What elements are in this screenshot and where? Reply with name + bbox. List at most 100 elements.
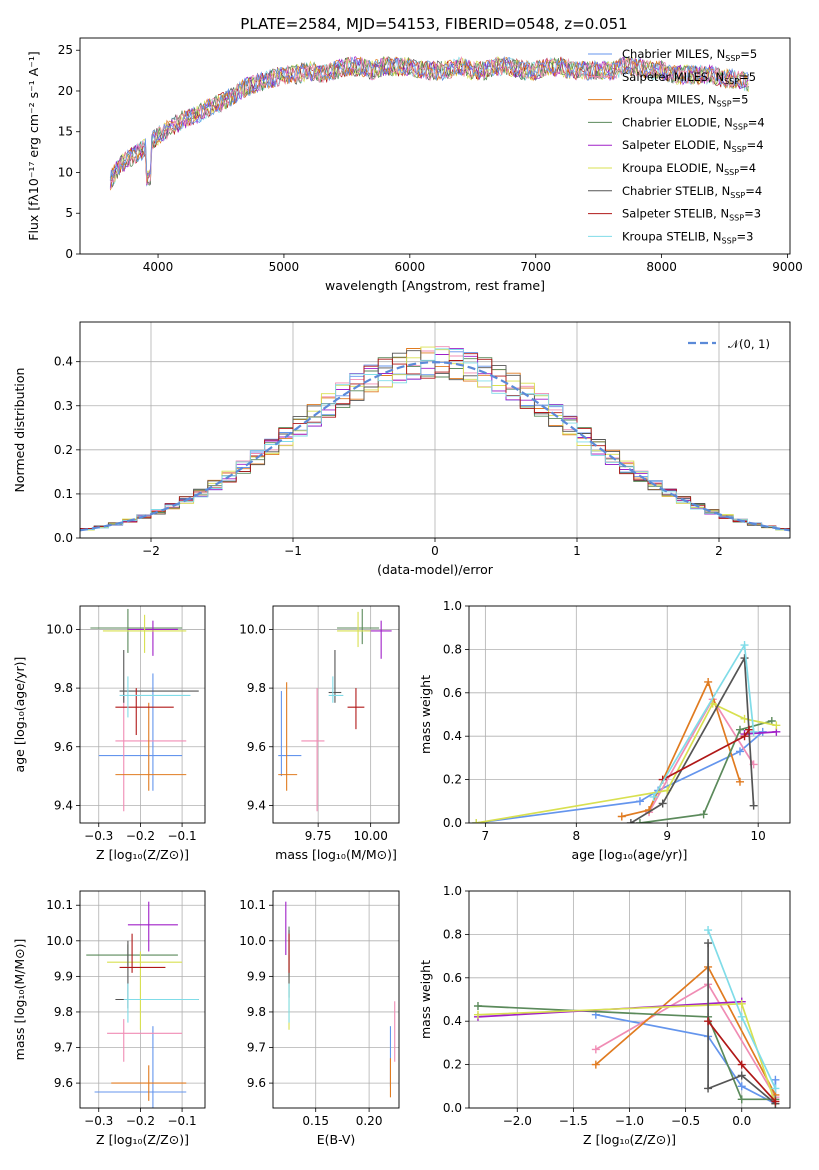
x-tick-label: −0.5 — [671, 1114, 700, 1128]
x-tick-label: 4000 — [143, 260, 174, 274]
y-tick-label: 0.1 — [54, 487, 73, 501]
legend-entry: Chabrier MILES, NSSP=5 — [622, 47, 757, 63]
legend-tail: =4 — [745, 184, 762, 198]
legend-subscript: SSP — [724, 168, 739, 177]
y-tick-label: 0.0 — [443, 816, 462, 830]
y-tick-label: 15 — [58, 125, 73, 139]
grid-layer — [80, 606, 205, 823]
axes-frame — [79, 37, 791, 255]
x-tick-label: 0.20 — [356, 1114, 383, 1128]
data-point-marker — [740, 654, 749, 663]
age-vs-metallicity-panel: −0.3 −0.2 −0.1 9.4 9.6 9.8 10.0 Z [log₁₀(Z/Z⊙)]… — [12, 605, 206, 862]
data-point-marker — [704, 926, 713, 935]
x-axis-label: mass [log₁₀(M/M⊙)] — [275, 847, 397, 862]
mass-weight-line — [477, 1005, 776, 1101]
y-tick-label: 0.2 — [54, 443, 73, 457]
x-tick-label: 8000 — [646, 260, 677, 274]
x-tick-label: −0.1 — [168, 1114, 197, 1128]
data-point-marker — [704, 1017, 713, 1026]
legend-subscript: SSP — [717, 100, 732, 109]
histogram-steps — [80, 353, 790, 532]
y-tick-label: 0.6 — [443, 971, 462, 985]
normal-curve — [80, 360, 790, 532]
plot-area — [109, 55, 749, 191]
y-tick-label: 9.8 — [54, 1005, 73, 1019]
data-point-marker — [473, 1002, 482, 1011]
mass-weight-line — [477, 1002, 777, 1104]
legend-subscript: SSP — [730, 191, 745, 200]
data-point-marker — [771, 1075, 780, 1084]
x-tick-label: −0.2 — [126, 829, 155, 843]
legend-label: Salpeter MILES, N — [622, 70, 724, 84]
x-tick-label: 5000 — [269, 260, 300, 274]
x-tick-label: −1.5 — [559, 1114, 588, 1128]
data-point-marker — [649, 792, 658, 801]
y-tick-label: 9.7 — [54, 1041, 73, 1055]
y-tick-label: 0 — [65, 247, 73, 261]
x-axis-label: wavelength [Angstrom, rest frame] — [325, 278, 545, 293]
legend-tail: =3 — [744, 207, 761, 221]
legend-entry: Kroupa MILES, NSSP=5 — [622, 93, 748, 109]
x-tick-label: −0.3 — [84, 829, 113, 843]
data-point-marker — [658, 799, 667, 808]
spectrum-line — [109, 55, 749, 187]
data-point-marker — [472, 819, 481, 823]
y-tick-label: 0.0 — [54, 531, 73, 545]
data-point-marker — [473, 1010, 482, 1019]
legend-tail: =4 — [748, 115, 765, 129]
mass-weight-vs-metallicity-panel: −2.0 −1.5 −1.0 −0.5 0.0 0.0 0.2 0.4 0.6 0.8 1.0 Z [… — [418, 884, 791, 1147]
x-axis-label: Z [log₁₀(Z/Z⊙)] — [583, 1132, 676, 1147]
mass-weight-vs-age-panel: 7 8 9 10 0.0 0.2 0.4 0.6 0.8 1.0 age [log₁₀(age/yr… — [418, 599, 791, 862]
y-tick-label: 0.6 — [443, 686, 462, 700]
data-point-marker — [772, 721, 781, 730]
y-tick-label: 25 — [58, 43, 73, 57]
mass-weight-line — [639, 720, 773, 823]
data-point-marker — [735, 747, 744, 756]
y-tick-label: 0.4 — [443, 1014, 462, 1028]
figure-title: PLATE=2584, MJD=54153, FIBERID=0548, z=0… — [240, 15, 627, 33]
y-tick-label: 0.2 — [443, 1058, 462, 1072]
grid-layer — [469, 605, 790, 824]
y-tick-label: 9.6 — [247, 740, 266, 754]
axes-frame — [272, 605, 400, 824]
legend-entry: Kroupa ELODIE, NSSP=4 — [622, 161, 756, 177]
grid-layer — [273, 606, 399, 823]
data-point-marker — [771, 1084, 780, 1093]
mass-weight-line — [707, 943, 776, 1105]
y-axis-label: age [log₁₀(age/yr)] — [12, 657, 27, 773]
spectrum-panel: 4000 5000 6000 7000 8000 9000 0 5 10 15 20 25 wavele… — [26, 37, 803, 293]
x-axis-label: age [log₁₀(age/yr)] — [572, 847, 688, 862]
legend-entry: Chabrier ELODIE, NSSP=4 — [622, 115, 765, 131]
x-tick-label: −1.0 — [615, 1114, 644, 1128]
data-point-marker — [635, 797, 644, 806]
y-tick-label: 0.8 — [443, 927, 462, 941]
plot-area — [278, 608, 392, 812]
plot-area — [90, 608, 199, 812]
legend-subscript: SSP — [725, 54, 740, 63]
plot-area — [285, 901, 396, 1098]
x-tick-label: 0.15 — [302, 1114, 329, 1128]
legend-subscript: SSP — [724, 77, 739, 86]
x-tick-label: 0.0 — [732, 1114, 751, 1128]
legend-tail: =4 — [739, 161, 756, 175]
plot-area — [80, 346, 790, 533]
mass-weight-line — [476, 702, 777, 823]
legend-entry: Salpeter ELODIE, NSSP=4 — [622, 138, 764, 154]
data-point-marker — [737, 999, 746, 1008]
mass-vs-metallicity-panel: −0.3 −0.2 −0.1 9.6 9.7 9.8 9.9 10.0 10.1 Z [log₁₀… — [12, 890, 206, 1147]
y-tick-label: 0.0 — [443, 1101, 462, 1115]
mass-vs-ebv-panel: 0.15 0.20 9.6 9.7 9.8 9.9 10.0 10.1 E(B-V) — [239, 890, 400, 1147]
y-axis-label: mass weight — [418, 675, 433, 754]
legend-tail: =4 — [747, 138, 764, 152]
data-point-marker — [749, 801, 758, 810]
data-point-marker — [737, 1060, 746, 1069]
data-point-marker — [737, 1082, 746, 1091]
data-point-marker — [740, 641, 749, 650]
legend-entry: Kroupa STELIB, NSSP=3 — [622, 229, 753, 245]
data-point-marker — [699, 810, 708, 819]
y-tick-label: 10.0 — [46, 622, 73, 636]
y-tick-label: 0.3 — [54, 399, 73, 413]
x-tick-label: 7 — [482, 829, 490, 843]
spectrum-line — [109, 55, 749, 185]
